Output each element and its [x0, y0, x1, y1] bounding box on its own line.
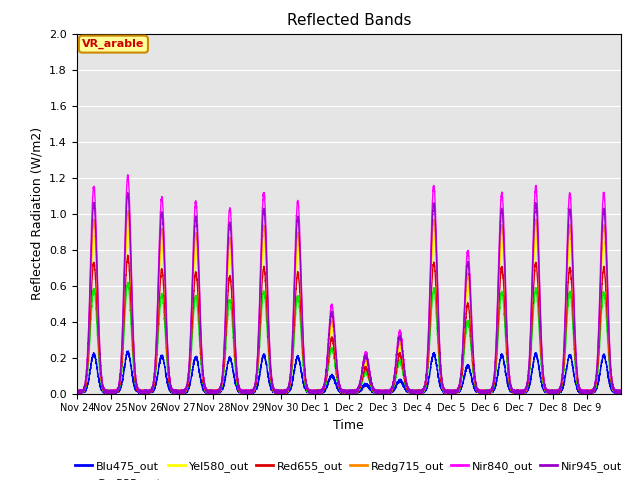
Redg715_out: [549, 391, 557, 396]
Grn535_out: [73, 389, 81, 395]
Nir945_out: [617, 389, 625, 395]
Grn535_out: [398, 364, 406, 370]
Redg715_out: [617, 389, 625, 395]
Nir945_out: [499, 208, 506, 214]
Blu475_out: [73, 388, 81, 394]
Line: Blu475_out: Blu475_out: [77, 351, 621, 394]
Line: Grn535_out: Grn535_out: [77, 282, 621, 394]
Nir840_out: [413, 391, 420, 396]
Red655_out: [617, 387, 625, 393]
Nir840_out: [186, 350, 193, 356]
Red655_out: [539, 374, 547, 380]
Line: Redg715_out: Redg715_out: [77, 211, 621, 394]
Redg715_out: [73, 390, 81, 396]
Nir840_out: [617, 388, 625, 394]
Blu475_out: [525, 384, 532, 390]
Yel580_out: [525, 372, 532, 378]
Grn535_out: [539, 378, 547, 384]
Nir945_out: [398, 345, 406, 350]
Redg715_out: [369, 386, 377, 392]
Grn535_out: [244, 391, 252, 396]
Blu475_out: [539, 385, 547, 391]
Redg715_out: [398, 349, 406, 355]
Line: Nir945_out: Nir945_out: [77, 193, 621, 394]
Nir945_out: [73, 389, 81, 395]
Blu475_out: [378, 391, 386, 396]
Red655_out: [186, 365, 193, 371]
Red655_out: [398, 359, 406, 365]
Yel580_out: [73, 390, 81, 396]
Red655_out: [525, 373, 532, 379]
Nir945_out: [186, 355, 193, 360]
Red655_out: [499, 265, 506, 271]
Red655_out: [211, 391, 218, 396]
Line: Red655_out: Red655_out: [77, 255, 621, 394]
Text: VR_arable: VR_arable: [82, 39, 145, 49]
Grn535_out: [186, 369, 193, 375]
Nir840_out: [539, 366, 547, 372]
Grn535_out: [499, 290, 506, 296]
Blu475_out: [369, 386, 377, 392]
Blu475_out: [186, 383, 193, 389]
Y-axis label: Reflected Radiation (W/m2): Reflected Radiation (W/m2): [31, 127, 44, 300]
Red655_out: [124, 252, 132, 258]
Yel580_out: [186, 360, 193, 365]
Yel580_out: [617, 390, 625, 396]
Redg715_out: [525, 371, 532, 376]
X-axis label: Time: Time: [333, 419, 364, 432]
Line: Yel580_out: Yel580_out: [77, 229, 621, 394]
Nir840_out: [398, 340, 406, 346]
Grn535_out: [617, 390, 625, 396]
Red655_out: [73, 391, 81, 396]
Blu475_out: [124, 348, 132, 354]
Title: Reflected Bands: Reflected Bands: [287, 13, 411, 28]
Yel580_out: [398, 354, 406, 360]
Nir945_out: [124, 190, 132, 196]
Nir945_out: [525, 364, 532, 370]
Yel580_out: [499, 241, 506, 247]
Nir840_out: [124, 172, 132, 178]
Nir840_out: [369, 384, 377, 389]
Grn535_out: [369, 388, 377, 394]
Redg715_out: [186, 358, 193, 363]
Blu475_out: [398, 381, 406, 386]
Blu475_out: [617, 390, 625, 396]
Line: Nir840_out: Nir840_out: [77, 175, 621, 394]
Nir840_out: [73, 387, 81, 393]
Red655_out: [369, 386, 377, 392]
Nir840_out: [525, 362, 532, 368]
Grn535_out: [525, 377, 532, 383]
Nir945_out: [369, 385, 377, 391]
Yel580_out: [278, 391, 285, 396]
Redg715_out: [539, 368, 547, 374]
Legend: Blu475_out, Grn535_out, Yel580_out, Red655_out, Redg715_out, Nir840_out, Nir945_: Blu475_out, Grn535_out, Yel580_out, Red6…: [71, 457, 627, 480]
Grn535_out: [124, 279, 132, 285]
Nir945_out: [312, 391, 319, 396]
Nir945_out: [539, 368, 547, 374]
Nir840_out: [499, 190, 506, 195]
Yel580_out: [124, 227, 131, 232]
Redg715_out: [498, 224, 506, 229]
Redg715_out: [124, 208, 132, 214]
Yel580_out: [369, 386, 377, 392]
Blu475_out: [499, 352, 506, 358]
Yel580_out: [539, 370, 547, 376]
